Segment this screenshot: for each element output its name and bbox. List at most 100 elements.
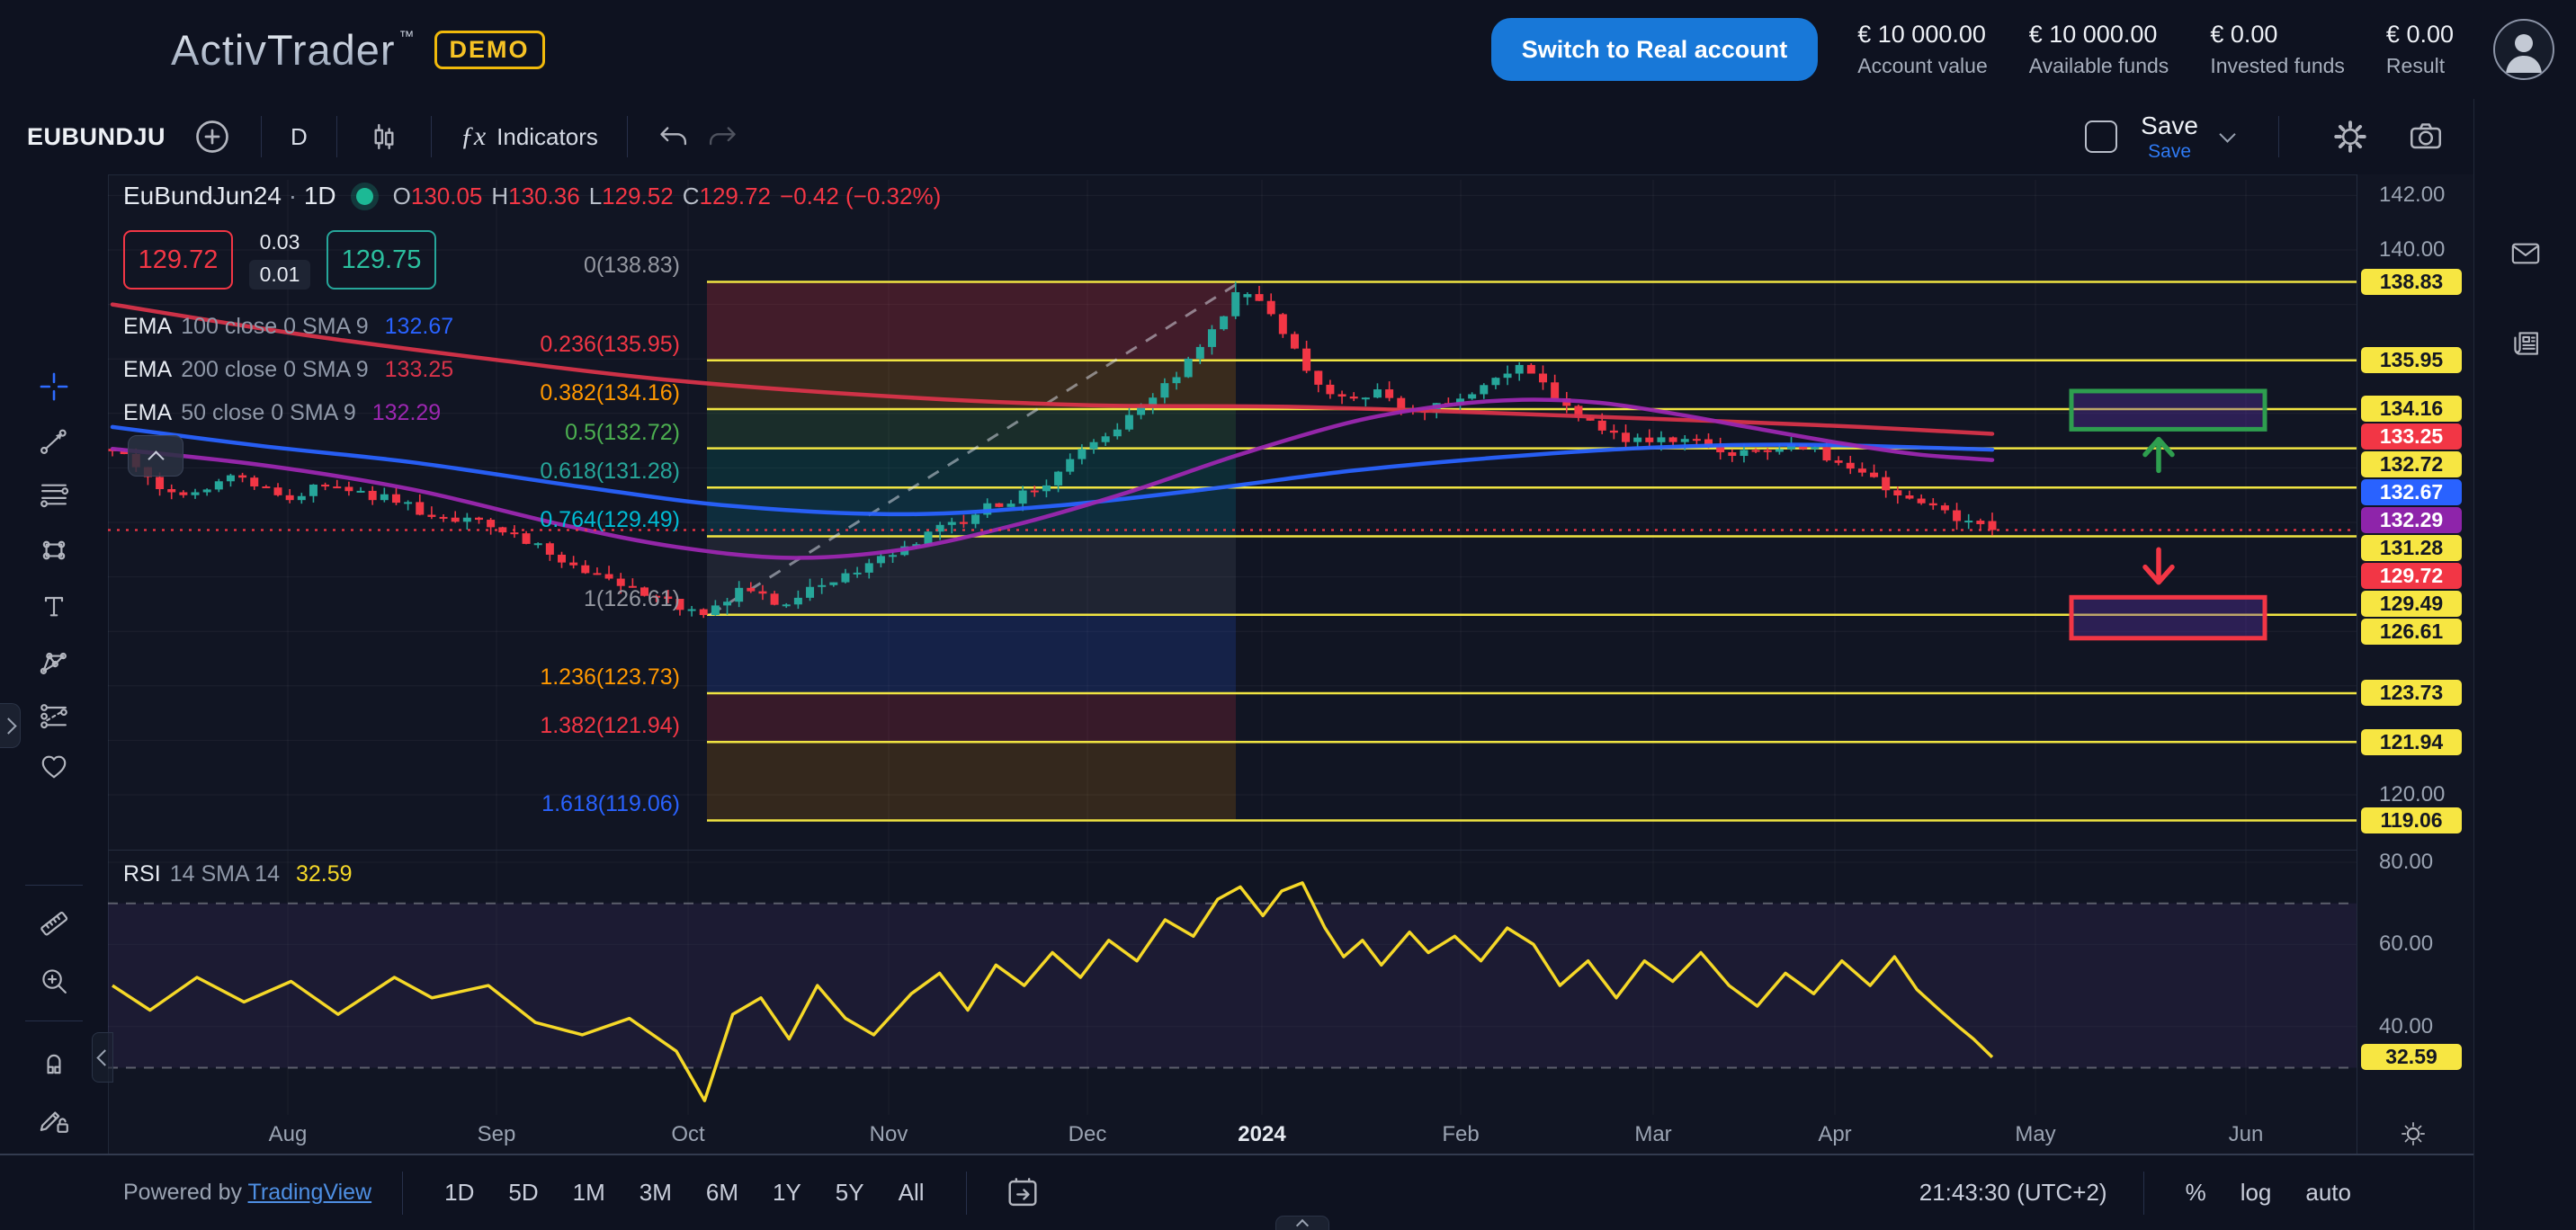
quote-panel: 129.72 0.03 0.01 129.75 [123, 230, 436, 290]
range-5y[interactable]: 5Y [825, 1173, 875, 1212]
screenshot-button[interactable] [2400, 112, 2452, 161]
auto-scale-button[interactable]: auto [2300, 1178, 2357, 1208]
stat-label: Available funds [2028, 54, 2169, 77]
time-axis-label: Aug [268, 1122, 308, 1146]
price-scale-label: 120.00 [2379, 782, 2446, 807]
price-badge: 133.25 [2361, 423, 2462, 450]
messages-button[interactable] [2504, 232, 2547, 275]
trademark: ™ [398, 28, 415, 45]
chart-toolbar-right: Save Save [2085, 99, 2452, 174]
watchlist-expand-handle[interactable] [0, 703, 21, 748]
undo-icon [660, 127, 686, 146]
stat-value: € 0.00 [2385, 21, 2454, 48]
go-to-date-button[interactable] [997, 1170, 1048, 1217]
compare-add-button[interactable] [185, 111, 239, 162]
time-axis-label: Feb [1442, 1122, 1480, 1146]
zoom-in-tool-button[interactable] [32, 959, 76, 1003]
rsi-indicator-pane[interactable] [108, 851, 2357, 1115]
switch-to-real-account-button[interactable]: Switch to Real account [1490, 18, 1819, 81]
chart-style-button[interactable] [359, 113, 409, 160]
price-badge: 129.72 [2361, 563, 2462, 590]
ema-legend-row[interactable]: EMA 200 close 0 SMA 9 133.25 [123, 357, 454, 382]
price-badge: 135.95 [2361, 347, 2462, 374]
text-icon [44, 596, 64, 617]
range-1d[interactable]: 1D [434, 1173, 485, 1212]
forecast-tool-button[interactable] [32, 694, 76, 737]
heart-icon [41, 755, 67, 779]
supply-zone-box[interactable] [2069, 388, 2267, 432]
range-1m[interactable]: 1M [562, 1173, 616, 1212]
pane-resize-handle[interactable] [108, 850, 2357, 851]
time-axis-label: Jun [2228, 1122, 2264, 1146]
time-axis-label: Dec [1068, 1122, 1107, 1146]
toolbar-separator [2278, 116, 2279, 157]
save-label: Save [2141, 111, 2198, 139]
main-candlestick-chart[interactable] [108, 180, 2357, 851]
tradingview-link[interactable]: TradingView [247, 1180, 372, 1205]
magnet-icon [47, 1054, 61, 1074]
shapes-tool-button[interactable] [32, 529, 76, 572]
timeframe-button[interactable]: D [283, 118, 315, 156]
bottom-panel-expand-tab[interactable] [1275, 1216, 1329, 1230]
buy-ask-button[interactable]: 129.75 [326, 230, 436, 290]
trend-line-icon [40, 429, 67, 454]
percent-scale-button[interactable]: % [2180, 1178, 2212, 1208]
news-button[interactable] [2504, 322, 2547, 365]
indicator-legend-rows: EMA 100 close 0 SMA 9 132.67 EMA 200 close 0… [123, 305, 453, 434]
chart-legend[interactable]: EuBundJun24 · 1D O130.05 H130.36 L129.52 C1… [123, 182, 941, 210]
ema-legend-row[interactable]: EMA 50 close 0 SMA 9 132.29 [123, 400, 442, 425]
layout-checkbox[interactable] [2085, 120, 2118, 153]
demo-badge: DEMO [434, 30, 545, 69]
range-3m[interactable]: 3M [629, 1173, 683, 1212]
measure-tool-button[interactable] [32, 902, 76, 945]
theme-sun-icon[interactable] [2398, 1119, 2428, 1149]
price-axis[interactable]: 142.00140.00128.00126.00120.0080.0060.00… [2357, 174, 2474, 1154]
price-badge: 121.94 [2361, 728, 2462, 755]
range-5d[interactable]: 5D [497, 1173, 549, 1212]
range-all[interactable]: All [888, 1173, 935, 1212]
trend-line-tool-button[interactable] [32, 419, 76, 462]
drawing-mode-lock-button[interactable] [32, 1097, 76, 1140]
collapse-legend-button[interactable] [128, 435, 183, 477]
app-header: ActivTrader ™ DEMO Switch to Real accoun… [0, 0, 2576, 100]
camera-icon [2410, 123, 2442, 149]
redo-icon [709, 127, 736, 146]
newspaper-icon [2514, 332, 2538, 355]
undo-button[interactable] [649, 114, 698, 159]
logo-group: ActivTrader ™ DEMO [171, 0, 545, 99]
rsi-scale-label: 60.00 [2379, 931, 2434, 957]
range-6m[interactable]: 6M [695, 1173, 749, 1212]
save-button[interactable]: Save Save [2141, 111, 2198, 162]
indicators-button[interactable]: ƒx Indicators [453, 116, 605, 157]
projection-icon [40, 704, 67, 729]
ruler-icon [40, 912, 68, 936]
pattern-tool-button[interactable] [32, 640, 76, 683]
magnet-mode-button[interactable] [32, 1038, 76, 1082]
text-tool-button[interactable] [32, 584, 76, 628]
demand-zone-box[interactable] [2069, 594, 2267, 641]
down-arrow-annotation[interactable] [2142, 547, 2175, 585]
fib-retracement-tool-button[interactable] [32, 473, 76, 516]
session-clock[interactable]: 21:43:30 (UTC+2) [1919, 1179, 2107, 1206]
crosshair-tool-button[interactable] [32, 365, 76, 408]
time-axis[interactable]: Aug Sep Oct Nov Dec 2024 Feb Mar Apr May Jun [108, 1115, 2473, 1154]
legend-ohlc: O130.05 H130.36 L129.52 C129.72 −0.42 (−0.32… [392, 182, 942, 209]
rsi-scale-label: 80.00 [2379, 850, 2434, 874]
symbol-name[interactable]: EUBUNDJU [27, 122, 166, 150]
gear-icon [2334, 120, 2366, 153]
fib-lines-icon [40, 484, 69, 508]
up-arrow-annotation[interactable] [2142, 436, 2175, 474]
rsi-legend-row[interactable]: RSI 14 SMA 14 32.59 [123, 861, 353, 887]
redo-button[interactable] [698, 114, 747, 159]
log-scale-button[interactable]: log [2235, 1178, 2277, 1208]
favorites-tool-button[interactable] [32, 744, 76, 788]
settings-button[interactable] [2324, 112, 2376, 161]
legend-symbol-title: EuBundJun24 · 1D [123, 182, 336, 209]
avatar[interactable] [2493, 19, 2554, 80]
save-sub-label: Save [2148, 140, 2192, 162]
drawing-toolbar-collapse-handle[interactable] [92, 1032, 113, 1083]
save-menu-chevron-icon[interactable] [2219, 125, 2236, 143]
sell-bid-button[interactable]: 129.72 [123, 230, 233, 290]
range-1y[interactable]: 1Y [762, 1173, 812, 1212]
ema-legend-row[interactable]: EMA 100 close 0 SMA 9 132.67 [123, 314, 454, 339]
